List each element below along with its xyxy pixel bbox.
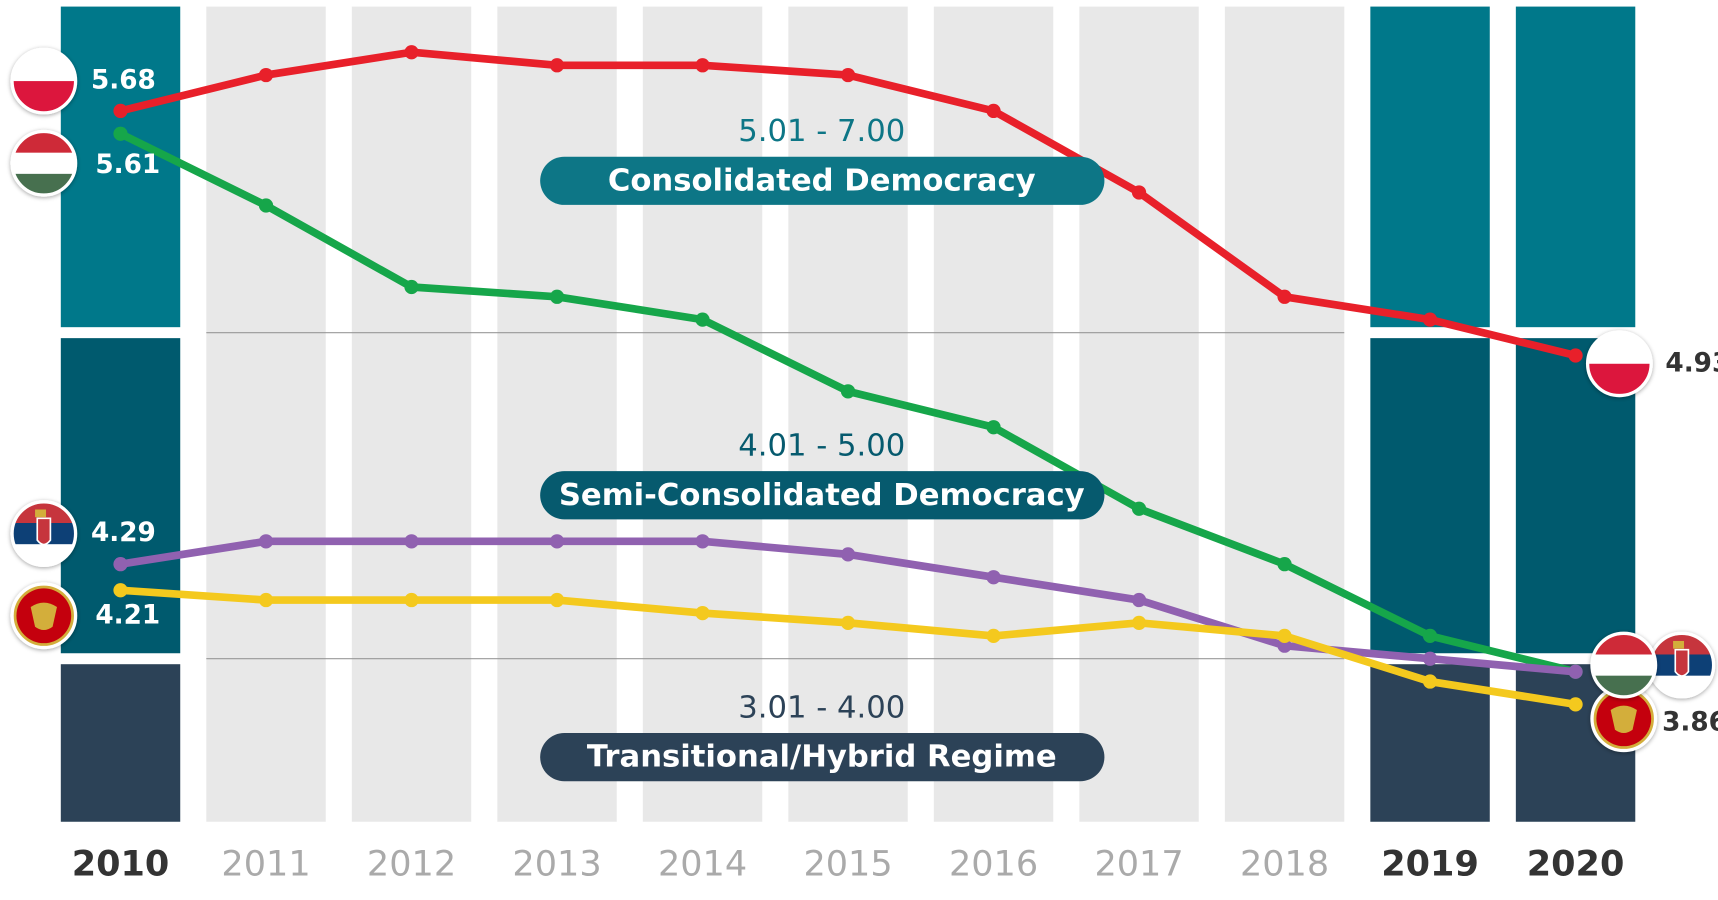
data-point [549, 289, 565, 304]
data-point [695, 312, 710, 327]
data-point [840, 384, 856, 399]
data-point [1277, 628, 1292, 644]
band-range: 4.01 - 5.00 [738, 429, 905, 464]
data-point [695, 58, 710, 73]
x-tick-label: 2020 [1527, 844, 1625, 885]
band-label: Semi-Consolidated Democracy [559, 478, 1085, 513]
year-column [497, 6, 617, 822]
value-label: 5.61 [95, 150, 160, 180]
band-pill [540, 471, 1105, 520]
x-tick-label: 2019 [1381, 844, 1479, 885]
value-label: 4.29 [91, 518, 156, 548]
data-point [840, 67, 856, 83]
data-point [113, 103, 128, 119]
value-label: 4.93 [1665, 348, 1718, 378]
flag [10, 500, 78, 568]
flag [10, 582, 78, 650]
band-column [60, 338, 181, 654]
value-label: 3.86 [1662, 708, 1718, 738]
x-tick-label: 2018 [1240, 844, 1329, 885]
data-point [1568, 664, 1583, 679]
data-point [404, 279, 419, 295]
data-point [695, 534, 710, 549]
data-point [986, 420, 1001, 435]
x-tick-label: 2014 [658, 844, 747, 885]
band-range: 3.01 - 4.00 [738, 690, 905, 725]
data-point [258, 592, 274, 608]
data-point [404, 592, 419, 608]
data-point [1422, 651, 1438, 666]
data-point [549, 592, 565, 608]
band-label: Consolidated Democracy [608, 163, 1036, 198]
flag [1648, 631, 1716, 699]
data-point [986, 570, 1001, 585]
x-tick-label: 2015 [803, 844, 892, 885]
year-column [1224, 6, 1345, 822]
x-tick-label: 2011 [221, 844, 310, 885]
band-column [60, 664, 181, 822]
data-point [258, 198, 274, 213]
data-point [840, 615, 856, 630]
band-column [1515, 6, 1636, 328]
data-point [404, 534, 419, 549]
band-column [1370, 6, 1490, 328]
data-point [1277, 557, 1292, 572]
flag [1590, 631, 1658, 699]
data-point [1131, 501, 1147, 516]
data-point [1422, 312, 1438, 327]
data-point [986, 628, 1001, 644]
data-point [1422, 628, 1438, 644]
data-point [1277, 289, 1292, 304]
band-pill [540, 733, 1105, 782]
year-column [351, 6, 472, 822]
band-range: 5.01 - 7.00 [738, 114, 905, 149]
data-point [1131, 185, 1147, 200]
x-tick-label: 2016 [949, 844, 1038, 885]
year-column [642, 6, 763, 822]
data-point [695, 605, 710, 621]
data-point [840, 547, 856, 562]
data-point [1568, 348, 1583, 363]
x-tick-label: 2013 [512, 844, 601, 885]
data-point [113, 583, 128, 598]
x-tick-label: 2010 [72, 844, 170, 885]
data-point [1422, 674, 1438, 689]
value-label: 5.68 [91, 66, 156, 96]
x-tick-label: 2012 [367, 844, 456, 885]
data-point [258, 67, 274, 83]
data-point [1568, 697, 1583, 712]
data-point [404, 45, 419, 60]
data-point [549, 58, 565, 73]
data-point [1277, 638, 1292, 653]
data-point [986, 103, 1001, 119]
data-point [1131, 615, 1147, 630]
value-label: 4.21 [95, 600, 160, 630]
flag [10, 129, 78, 197]
band-label: Transitional/Hybrid Regime [587, 740, 1057, 775]
band-pill [540, 156, 1105, 205]
year-column [206, 6, 326, 822]
year-column [1079, 6, 1199, 822]
data-point [258, 534, 274, 549]
data-point [113, 557, 128, 572]
flag [10, 47, 78, 115]
data-point [549, 534, 565, 549]
data-point [1131, 592, 1147, 608]
band-column [60, 6, 181, 328]
data-point [113, 126, 128, 141]
year-column [788, 6, 908, 822]
band-column [1370, 338, 1490, 654]
flag [1585, 330, 1653, 398]
x-tick-label: 2017 [1094, 844, 1183, 885]
